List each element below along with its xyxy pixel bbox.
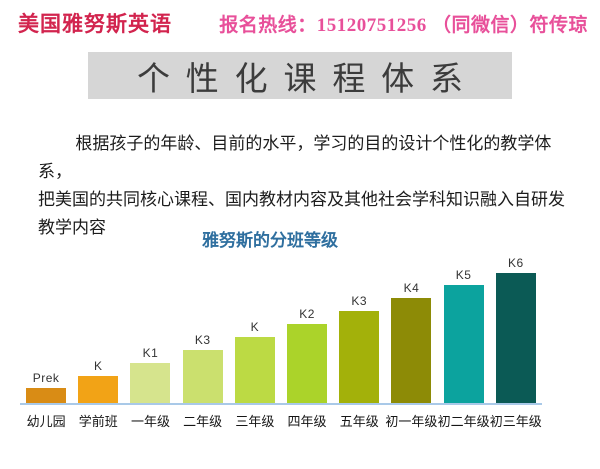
category-label: 学前班 bbox=[78, 414, 118, 429]
bar bbox=[495, 273, 536, 403]
bar bbox=[339, 311, 380, 403]
intro-line-2: 把美国的共同核心课程、国内教材内容及其他社会学科知识融入自研发 bbox=[38, 190, 565, 209]
bar-value-label: K3 bbox=[351, 294, 368, 308]
category-label: 三年级 bbox=[235, 414, 275, 429]
intro-paragraph: 根据孩子的年龄、目前的水平，学习的目的设计个性化的教学体系， 把美国的共同核心课… bbox=[38, 130, 578, 242]
bar-column: K4 bbox=[385, 281, 437, 403]
category-label: 幼儿园 bbox=[26, 414, 66, 429]
header: 美国雅努斯英语 报名热线：15120751256 （同微信）符传琼 bbox=[18, 8, 588, 38]
bar-column: K5 bbox=[438, 268, 490, 403]
banner: 个性化课程体系 bbox=[88, 52, 512, 99]
bar-chart: Prek K K1 K3 K K2 K3 K4 K5 K6 bbox=[20, 256, 542, 405]
category-label: 二年级 bbox=[183, 414, 223, 429]
category-label: 四年级 bbox=[287, 414, 327, 429]
bar bbox=[78, 376, 119, 403]
bar bbox=[443, 285, 484, 403]
intro-line-1: 根据孩子的年龄、目前的水平，学习的目的设计个性化的教学体系， bbox=[38, 134, 552, 181]
categories-row: 幼儿园 学前班 一年级 二年级 三年级 四年级 五年级 初一年级 初二年级 初三年级 bbox=[20, 411, 542, 430]
bar-column: Prek bbox=[20, 371, 72, 403]
bar bbox=[182, 350, 223, 403]
bar-value-label: Prek bbox=[32, 371, 60, 385]
bar-value-label: K2 bbox=[299, 307, 315, 321]
chart-title: 雅努斯的分班等级 bbox=[202, 231, 338, 250]
bar-value-label: K1 bbox=[142, 346, 159, 360]
bar bbox=[234, 337, 275, 403]
bar-value-label: K bbox=[94, 359, 103, 373]
bar-column: K6 bbox=[490, 256, 542, 403]
bar-column: K2 bbox=[281, 307, 333, 403]
bar bbox=[391, 298, 432, 403]
bar-column: K3 bbox=[333, 294, 385, 403]
hotline-text: 报名热线：15120751256 （同微信）符传琼 bbox=[219, 15, 588, 36]
bar-value-label: K6 bbox=[507, 256, 524, 270]
bar-column: K bbox=[72, 359, 124, 403]
category-label: 一年级 bbox=[130, 414, 170, 429]
intro-line-3: 教学内容 bbox=[38, 218, 106, 237]
category-label: 初一年级 bbox=[385, 414, 438, 429]
bar bbox=[130, 363, 171, 403]
category-label: 五年级 bbox=[339, 414, 379, 429]
bar-value-label: K4 bbox=[403, 281, 420, 295]
banner-title: 个性化课程体系 bbox=[136, 59, 479, 97]
bar-value-label: K3 bbox=[194, 333, 211, 347]
category-label: 初三年级 bbox=[489, 414, 542, 429]
bar-column: K bbox=[229, 320, 281, 403]
bar-value-label: K bbox=[250, 320, 260, 334]
category-label: 初二年级 bbox=[437, 414, 490, 429]
bar-column: K1 bbox=[124, 346, 176, 403]
brand-title: 美国雅努斯英语 bbox=[18, 12, 172, 36]
bar-column: K3 bbox=[177, 333, 229, 403]
bar bbox=[26, 388, 67, 403]
bar-value-label: K5 bbox=[455, 268, 472, 282]
bar bbox=[287, 324, 328, 403]
